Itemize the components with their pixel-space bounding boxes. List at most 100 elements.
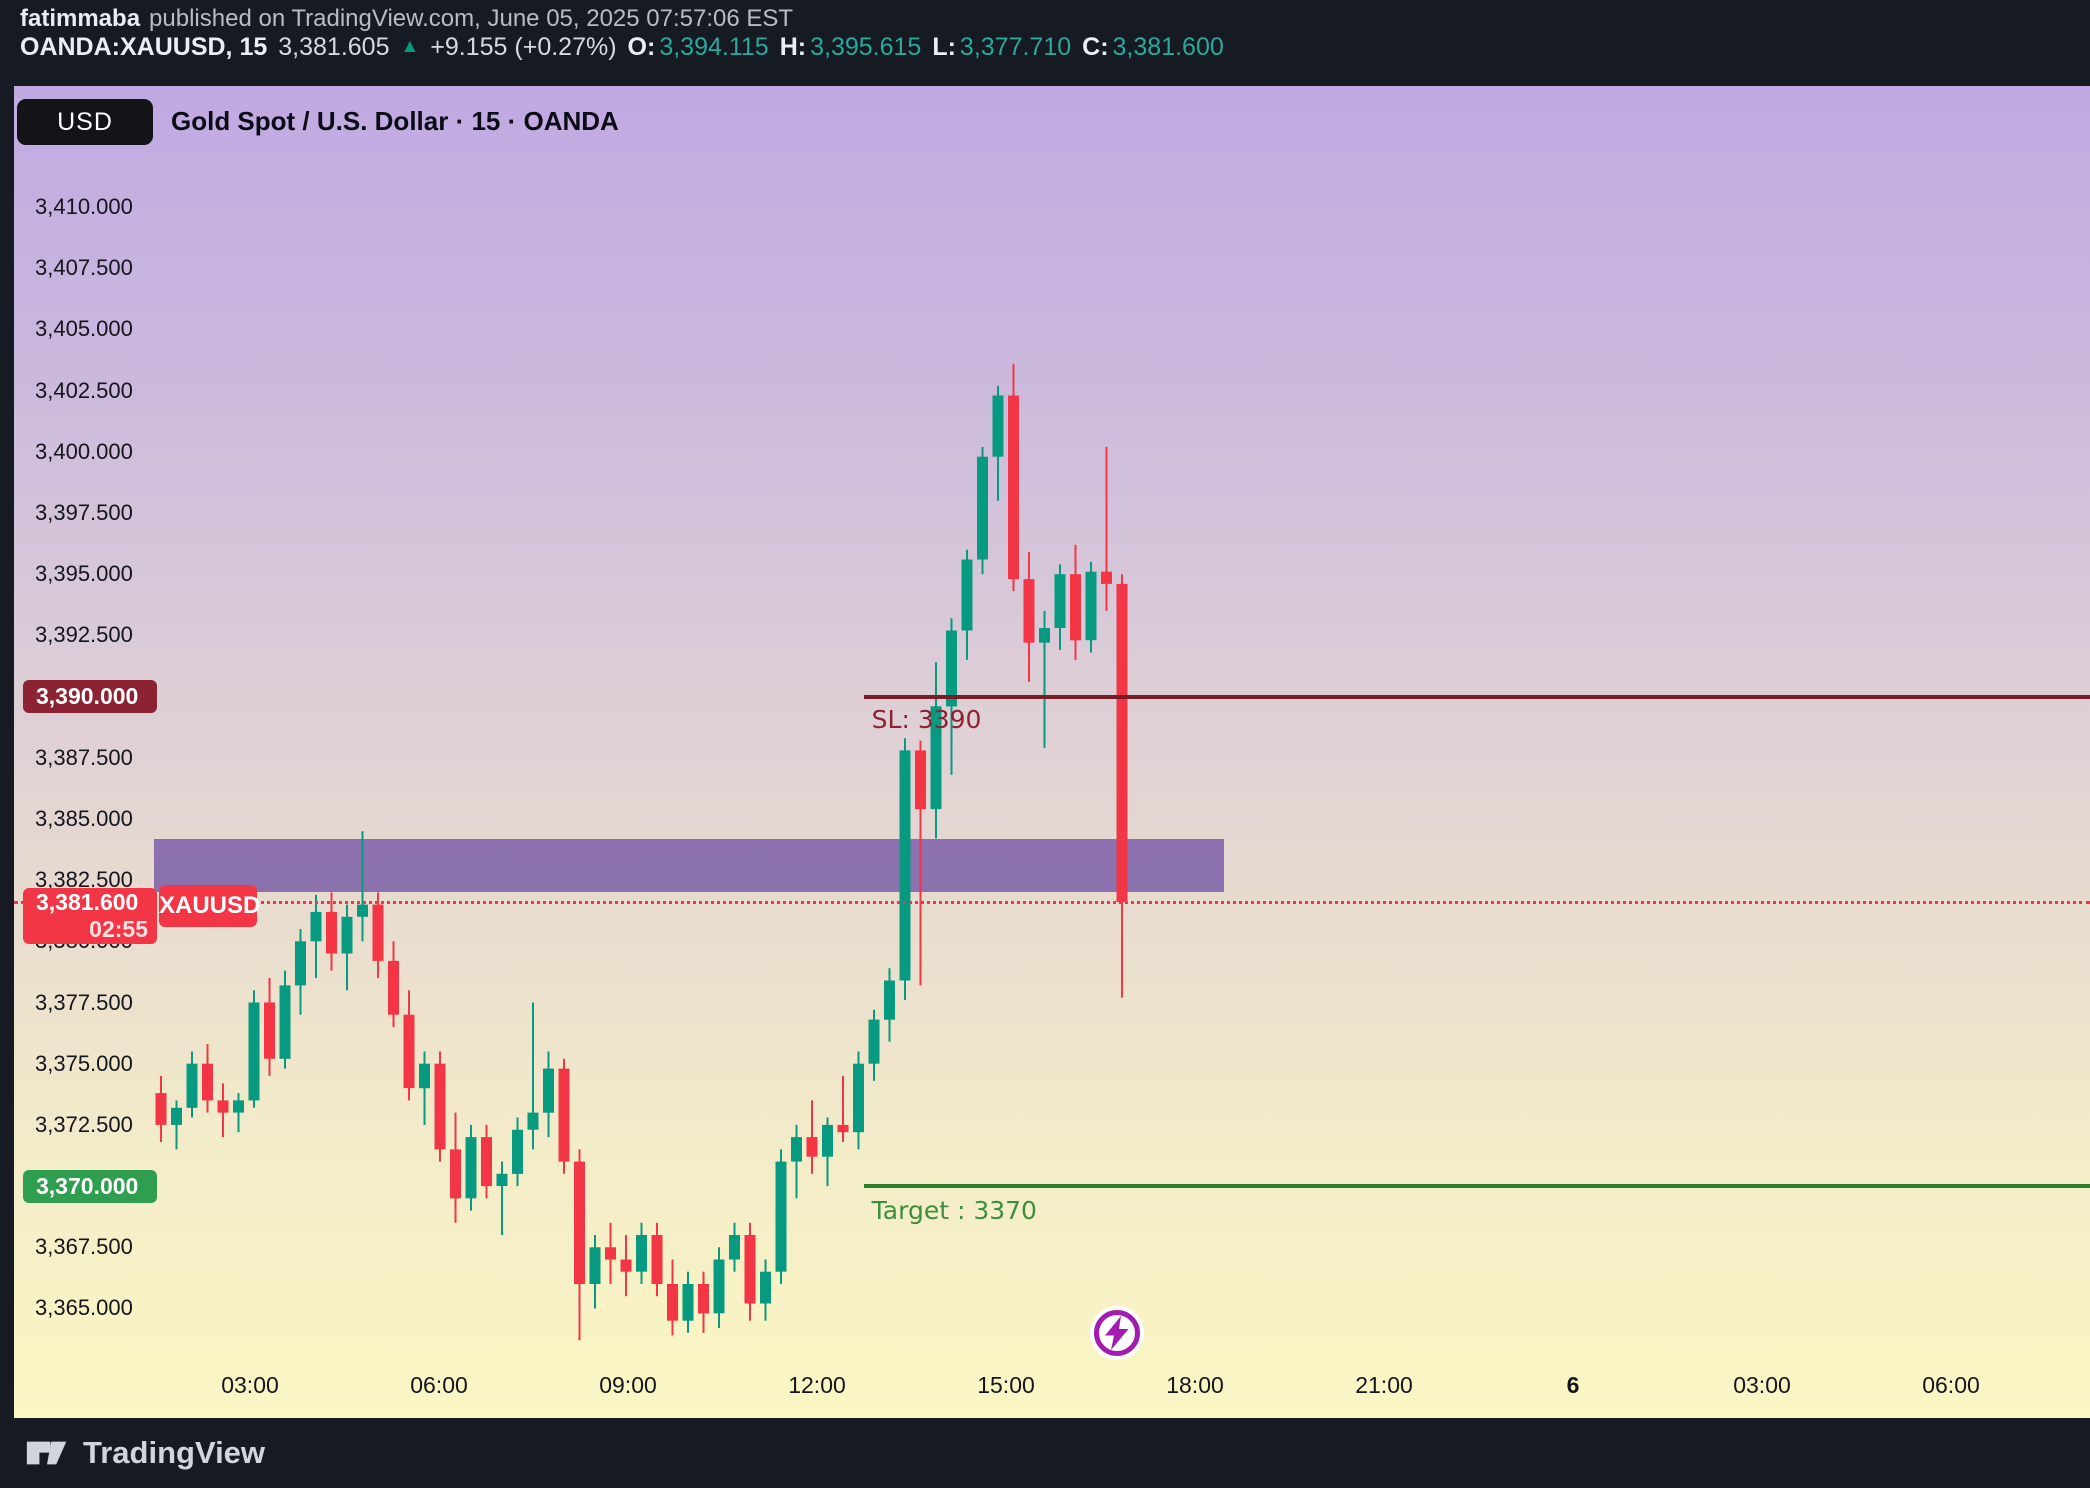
price-axis-label: 3,385.000	[35, 805, 133, 831]
target-label[interactable]: Target : 3370	[871, 1196, 1037, 1226]
bolt-ring	[1093, 1309, 1140, 1356]
candle-body-09:30	[651, 1235, 663, 1284]
time-axis-label: 09:00	[599, 1372, 657, 1398]
candle-body-16:30	[1085, 571, 1097, 641]
target-line[interactable]	[863, 1184, 2090, 1189]
stop-loss-price-badge[interactable]: 3,390.000	[23, 680, 157, 714]
tradingview-logo-icon[interactable]	[26, 1438, 68, 1468]
price-axis-label: 3,377.500	[35, 989, 133, 1015]
time-axis-label: 12:00	[788, 1372, 846, 1398]
current-price-line	[14, 900, 2090, 904]
last-price: 3,381.605	[278, 33, 390, 61]
time-axis-label: 03:00	[1733, 1372, 1791, 1398]
candle-body-14:30	[961, 559, 973, 631]
candle-body-11:30	[775, 1161, 787, 1272]
candle-body-08:00	[558, 1068, 570, 1162]
candle-body-12:00	[806, 1137, 818, 1157]
bar-countdown: 02:55	[89, 916, 148, 943]
price-axis-label: 3,395.000	[35, 561, 133, 587]
candle-body-05:45	[419, 1063, 430, 1089]
price-axis-label: 3,410.000	[35, 194, 133, 219]
candlestick-canvas[interactable]	[14, 86, 2090, 1418]
ticker-line: OANDA:XAUUSD, 15 3,381.605 ▲ +9.155 (+0.…	[20, 33, 1224, 61]
candle-body-13:15	[884, 980, 895, 1020]
price-axis-label: 3,365.000	[35, 1295, 133, 1321]
candle-body-10:15	[698, 1284, 709, 1314]
candle-body-12:30	[837, 1124, 849, 1133]
snapshot-header: fatimmaba published on TradingView.com, …	[20, 5, 1224, 61]
chart-area[interactable]: 3,410.000 3,407.500 3,405.000 3,402.500 3,40…	[14, 86, 2090, 1418]
candle-body-06:00	[434, 1063, 446, 1150]
time-axis-label: 03:00	[221, 1372, 279, 1398]
candle-body-04:15	[326, 911, 337, 954]
time-axis-label: 6	[1566, 1372, 1580, 1398]
price-axis-label: 3,367.500	[35, 1234, 133, 1260]
candle-body-16:15	[1070, 574, 1081, 641]
candle-body-13:45	[915, 750, 926, 810]
candle-body-05:00	[372, 904, 384, 961]
candle-body-11:00	[744, 1235, 756, 1304]
candle-body-17:00	[1116, 583, 1128, 903]
symbol-chip[interactable]: XAUUSD	[159, 885, 260, 928]
price-axis-label: 3,397.500	[35, 499, 133, 525]
close-value: C: 3,381.600	[1082, 33, 1224, 61]
tradingview-wordmark[interactable]: TradingView	[83, 1435, 266, 1470]
stop-loss-label[interactable]: SL: 3390	[871, 704, 982, 734]
low-value: L: 3,377.710	[932, 33, 1072, 61]
bolt-glyph	[1104, 1315, 1129, 1350]
stop-loss-line[interactable]	[863, 694, 2090, 699]
price-change: +9.155 (+0.27%)	[430, 33, 617, 61]
candle-body-07:00	[496, 1173, 508, 1186]
candle-body-06:30	[465, 1137, 477, 1199]
publish-info: fatimmaba published on TradingView.com, …	[20, 5, 1224, 32]
current-price-badge[interactable]: 3,381.600 02:55	[23, 888, 157, 945]
supply-demand-zone[interactable]	[154, 838, 1224, 893]
price-axis-label: 3,400.000	[35, 438, 133, 464]
candle-body-15:45	[1039, 628, 1050, 643]
candle-body-15:30	[1023, 579, 1035, 643]
candle-body-14:45	[977, 456, 988, 560]
candle-body-01:30	[155, 1093, 167, 1125]
time-axis-label: 06:00	[410, 1372, 468, 1398]
footer-bar: TradingView	[0, 1418, 2090, 1488]
time-axis-label: 15:00	[977, 1372, 1035, 1398]
candle-body-11:15	[760, 1271, 771, 1304]
price-axis-label: 3,387.500	[35, 744, 133, 770]
candle-body-07:45	[543, 1068, 554, 1113]
candle-body-16:45	[1101, 571, 1112, 584]
open-value: O: 3,394.115	[627, 33, 769, 61]
candle-body-03:45	[295, 941, 306, 986]
candle-body-14:15	[946, 630, 957, 707]
candle-body-08:15	[574, 1161, 585, 1284]
candle-body-04:45	[357, 904, 368, 917]
symbol-interval: OANDA:XAUUSD, 15	[20, 33, 268, 61]
candle-body-08:30	[589, 1247, 601, 1284]
candle-body-05:30	[403, 1014, 415, 1089]
candle-body-07:15	[512, 1129, 523, 1174]
candle-body-11:45	[791, 1137, 802, 1162]
candle-body-12:45	[853, 1063, 864, 1133]
currency-button[interactable]: USD	[17, 99, 153, 145]
candle-body-06:15	[450, 1149, 461, 1199]
candle-body-10:00	[682, 1284, 694, 1321]
candle-body-04:30	[341, 916, 353, 954]
up-arrow-icon: ▲	[400, 36, 420, 57]
price-axis-label: 3,375.000	[35, 1050, 133, 1076]
candle-body-02:45	[233, 1100, 244, 1113]
candle-body-04:00	[310, 911, 322, 942]
time-axis-label: 18:00	[1166, 1372, 1224, 1398]
candle-body-08:45	[605, 1247, 616, 1260]
lightning-bolt-icon[interactable]	[1088, 1304, 1146, 1362]
publish-text: published on TradingView.com, June 05, 2…	[149, 5, 794, 32]
candle-body-10:45	[729, 1235, 740, 1260]
candle-body-15:00	[992, 395, 1004, 457]
candle-body-07:30	[527, 1112, 539, 1130]
candle-body-09:00	[620, 1259, 632, 1272]
candle-body-03:00	[248, 1002, 260, 1101]
candle-body-06:45	[481, 1137, 492, 1187]
candle-body-12:15	[822, 1124, 833, 1157]
target-price-badge[interactable]: 3,370.000	[23, 1169, 157, 1203]
price-axis-label: 3,372.500	[35, 1111, 133, 1137]
candle-body-01:45	[171, 1107, 182, 1125]
time-axis-label: 06:00	[1922, 1372, 1980, 1398]
